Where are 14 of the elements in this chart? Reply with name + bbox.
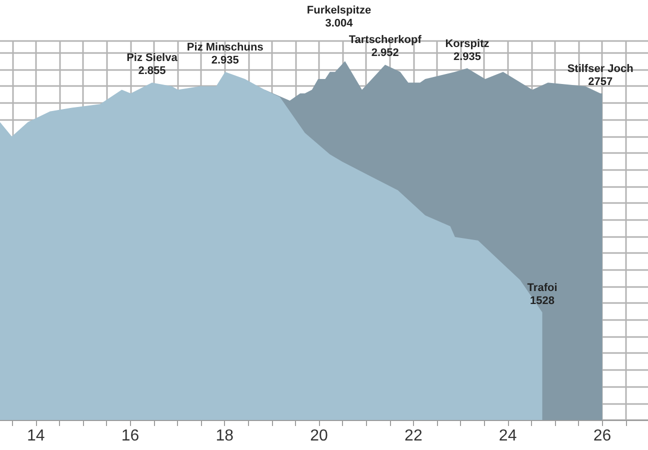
x-tick-label: 26 [593,428,612,444]
annotation: Tartscherkopf 2.952 [348,34,422,60]
x-tick-label: 14 [26,428,45,444]
annotation: Stilfser Joch 2757 [567,62,634,88]
x-tick-label: 20 [310,428,328,444]
annotation: Trafoi 1528 [527,282,558,307]
x-tick-label: 18 [216,428,234,444]
x-tick-label: 24 [498,428,517,444]
x-tick-label: 22 [404,428,422,444]
annotation: Piz Sielva 2.855 [126,52,178,78]
text: Furkelspitze 3.004 [306,4,372,30]
x-tick-label: 16 [121,428,140,444]
annotation: Piz Minschuns 2.935 [186,41,264,66]
annotation: Korspitz 2.935 [445,38,490,63]
